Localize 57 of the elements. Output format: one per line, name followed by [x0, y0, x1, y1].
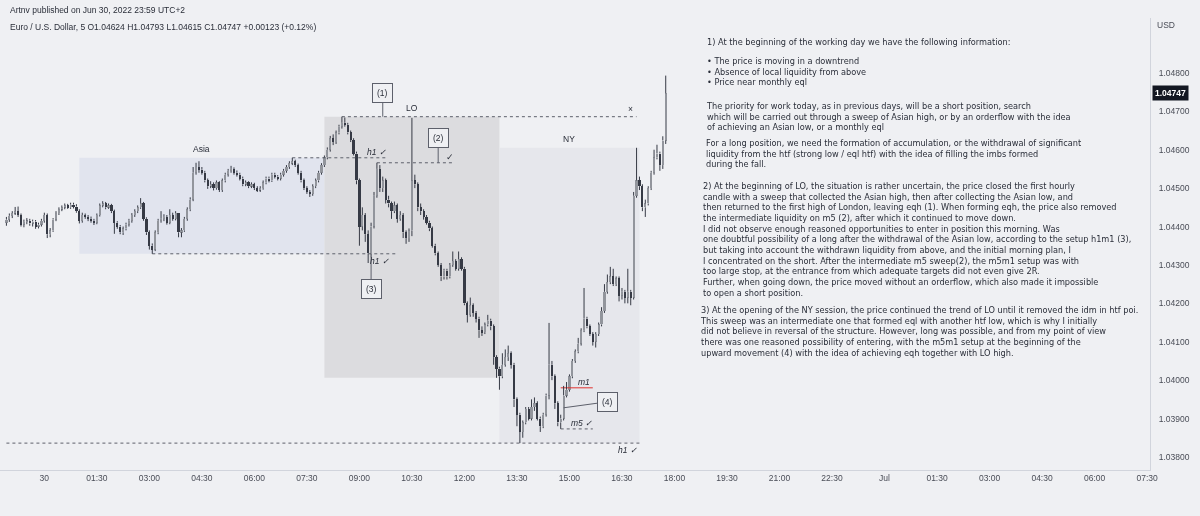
annotation: (4) — [602, 397, 613, 407]
annotation: • The price is moving in a downtrend • Absence of local liquidity from above • Price near monthly eql — [707, 56, 867, 88]
annotation: For a long position, we need the formation of accumulation, or the withdrawal of significant liquidity from the htf (strong low / eql htf) with the idea of filling the imbs formed during the fall. — [706, 138, 1082, 170]
y-tick-label: 1.04200 — [1158, 298, 1190, 309]
x-tick-label: 18:00 — [663, 473, 686, 484]
x-tick-label: 09:00 — [348, 473, 371, 484]
band-label: LO — [406, 103, 418, 113]
x-tick-label: 01:30 — [86, 473, 108, 484]
x-tick-label: 22:30 — [821, 473, 843, 484]
x-tick-label: 06:00 — [243, 473, 266, 484]
x-tick-label: 03:00 — [978, 473, 1001, 484]
y-tick-label: 1.04000 — [1158, 375, 1190, 386]
annotation: ✓ — [446, 152, 454, 162]
band-label: NY — [563, 134, 576, 144]
x-tick-label: 19:30 — [716, 473, 738, 484]
x-tick-label: 07:30 — [1136, 473, 1158, 484]
y-tick-label: 1.04600 — [1158, 144, 1190, 155]
annotation: h1 ✓ — [367, 147, 386, 157]
annotation: (3) — [366, 284, 377, 294]
annotation: 3) At the opening of the NY session, the price continued the trend of LO until it removed the idm in htf poi. This sweep was an intermediate one that formed eql with another htf low, which is why I initially did not believe in reversal of the structure. However, long was possible, and from my point of view there was one reasoned possibility of entering, with the m5m1 setup at the beginning of the upward movement (4) with the idea of achieving eqh together with LO high. — [700, 305, 1139, 358]
y-axis-title: USD — [1157, 20, 1175, 30]
y-tick-label: 1.04400 — [1158, 221, 1190, 232]
y-tick-label: 1.04800 — [1158, 67, 1190, 78]
x-tick-label: 21:00 — [768, 473, 791, 484]
annotation: (2) — [433, 133, 444, 143]
text: Euro / U.S. Dollar, 5 O1.04624 H1.04793 L1.04615 C1.04747 +0.00123 (+0.12%) — [10, 21, 317, 32]
annotation: 1) At the beginning of the working day we have the following information: — [707, 37, 1011, 47]
band-label: Asia — [193, 144, 210, 154]
x-tick-label: 30 — [39, 473, 50, 484]
y-tick-label: 1.04500 — [1158, 183, 1190, 194]
x-tick-label: 12:00 — [453, 473, 476, 484]
x-tick-label: 06:00 — [1083, 473, 1106, 484]
x-tick-label: 13:30 — [506, 473, 528, 484]
annotation: h1 ✓ — [618, 445, 637, 455]
x-tick-label: 10:30 — [401, 473, 423, 484]
annotation: The priority for work today, as in previous days, will be a short position, search which will be carried out through a sweep of Asian high, or by an orderflow with the idea of achieving an Asian low, or a monthly eql — [706, 101, 1071, 133]
y-tick-label: 1.04300 — [1158, 259, 1190, 270]
y-tick-label: 1.04700 — [1158, 106, 1190, 117]
x-tick-label: 15:00 — [558, 473, 581, 484]
y-tick-label: 1.04100 — [1158, 336, 1190, 347]
x-tick-label: 04:30 — [191, 473, 213, 484]
text: Artnv published on Jun 30, 2022 23:59 UTC+2 — [10, 5, 186, 15]
x-tick-label: 03:00 — [138, 473, 161, 484]
annotation: m1 — [578, 377, 591, 387]
annotation: h1 ✓ — [370, 256, 389, 266]
x-tick-label: 01:30 — [926, 473, 948, 484]
annotation: (1) — [377, 88, 388, 98]
annotation: m5 ✓ — [571, 418, 593, 428]
x-tick-label: 04:30 — [1031, 473, 1053, 484]
y-tick-label: 1.03900 — [1158, 413, 1190, 424]
x-tick-label: 16:30 — [611, 473, 633, 484]
y-tick-label: 1.03800 — [1158, 451, 1190, 462]
annotation: 1.04747 — [1155, 88, 1186, 98]
annotation: × — [628, 104, 633, 114]
x-tick-label: Jul — [879, 473, 891, 484]
x-tick-label: 07:30 — [296, 473, 318, 484]
text: 2) At the beginning of LO, the situation is rather uncertain, the price closed the first hourly candle with a sweep that collected the Asian high, then after collecting the Asian low, and then returned to the first high of London, leaving eqh (1). When forming eqh, the price also removed the intermediate liquidity on m5 (2), after which it continued to move down. I did not observe enough reasoned opportunities to enter in position this morning. Was one doubtful possibility of a long after the withdrawal of the Asian low, according to the setup h1m1 (3), but taking into account the withdrawn liquidity from above, and the initial morning plan, I I concentrated on the short. After the intermediate m5 sweep(2), the m5m1 setup was with too large stop, at the entrance from which adequate targets did not even give 2R. Further, when going down, the price moved without an orderflow, which also made it impossible to open a short position. — [703, 181, 1132, 298]
